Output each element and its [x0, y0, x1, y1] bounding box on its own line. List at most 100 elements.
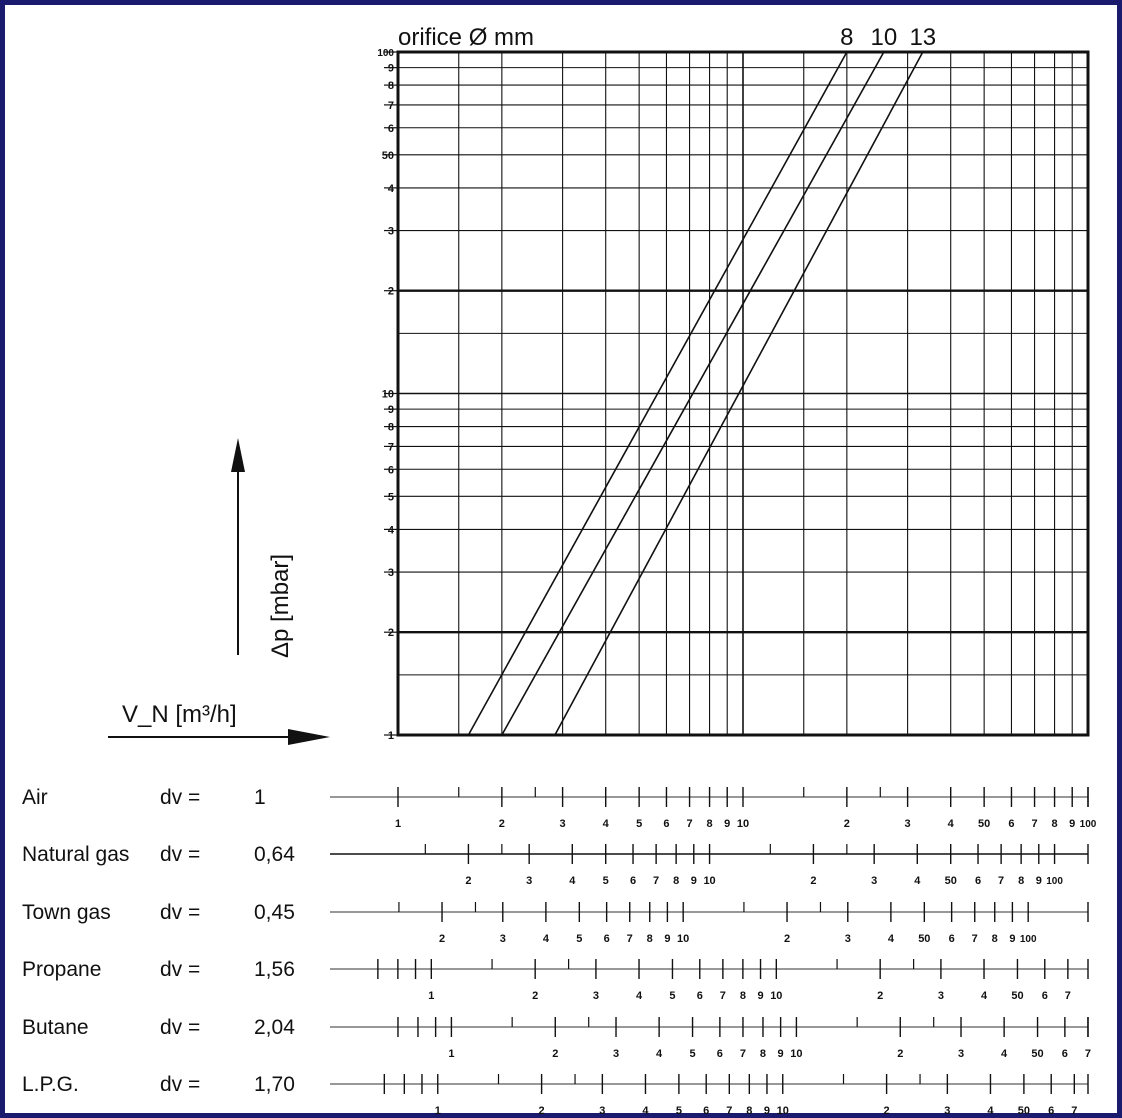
gas-scale-label: 3 — [905, 818, 911, 830]
gas-scale-label: 3 — [958, 1048, 964, 1060]
y-tick-label: 6 — [388, 464, 394, 476]
gas-scale-label: 3 — [938, 990, 944, 1002]
gas-scale-label: 4 — [543, 933, 550, 945]
y-tick-label: 4 — [388, 524, 395, 536]
gas-scale-label: 2 — [877, 990, 883, 1002]
gas-scale-label: 2 — [884, 1105, 890, 1117]
gas-scale-label: 4 — [948, 818, 955, 830]
gas-scale-row: L.P.G. dv = 1,70 1 2 3 4 5 6 7 8 9 10 2 3 4 50 6 7 — [22, 1073, 1089, 1117]
gas-scale-label: 100 — [1046, 876, 1063, 887]
gas-scale-label: 8 — [707, 818, 713, 830]
y-tick-label: 1 — [388, 730, 394, 742]
gas-scale-label: 5 — [676, 1105, 682, 1117]
gas-scale-label: 7 — [998, 875, 1004, 887]
y-tick-label: 3 — [388, 567, 394, 579]
gas-name: Natural gas — [22, 843, 129, 866]
curve-orifice-13 — [554, 51, 924, 736]
gas-scale-label: 7 — [720, 990, 726, 1002]
gas-scale-row: Propane dv = 1,56 1 2 3 4 5 6 7 8 9 10 2 3 4 50 6 7 — [22, 958, 1089, 1002]
gas-scale-row: Town gas dv = 0,452 3 4 5 6 7 8 9 10 2 3 4 50 6 7 8 9 100 — [22, 901, 1089, 945]
grid-lines — [397, 51, 1089, 736]
gas-scale-label: 2 — [539, 1105, 545, 1117]
y-tick-label: 4 — [388, 183, 395, 195]
gas-dv-label: dv = — [160, 901, 200, 924]
gas-scale-label: 9 — [764, 1105, 770, 1117]
gas-scale-label: 1 — [435, 1105, 441, 1117]
curve-label-8: 8 — [840, 24, 853, 51]
gas-scale-label: 50 — [918, 933, 930, 945]
gas-scale-label: 9 — [778, 1048, 784, 1060]
gas-scale-label: 9 — [724, 818, 730, 830]
gas-scale-label: 3 — [613, 1048, 619, 1060]
y-tick-label: 8 — [388, 422, 394, 434]
gas-dv-label: dv = — [160, 843, 200, 866]
y-axis-arrow-head — [231, 438, 245, 472]
gas-dv-value: 0,45 — [254, 901, 295, 924]
y-tick-label: 9 — [388, 63, 394, 75]
gas-scale-label: 1 — [428, 990, 434, 1002]
gas-scale-label: 7 — [1031, 818, 1037, 830]
curve-orifice-10 — [501, 51, 885, 736]
gas-scale-label: 3 — [526, 875, 532, 887]
gas-dv-value: 1,56 — [254, 958, 295, 981]
gas-scale-label: 10 — [790, 1048, 802, 1060]
gas-scale-label: 3 — [560, 818, 566, 830]
gas-scale-label: 7 — [726, 1105, 732, 1117]
gas-scale-label: 6 — [697, 990, 703, 1002]
gas-scale-label: 7 — [653, 875, 659, 887]
gas-dv-value: 0,64 — [254, 843, 295, 866]
y-tick-label: 7 — [388, 441, 394, 453]
gas-scale-label: 10 — [770, 990, 782, 1002]
y-tick-label: 10 — [382, 389, 394, 401]
gas-scale-label: 6 — [703, 1105, 709, 1117]
gas-scale-label: 10 — [703, 875, 715, 887]
gas-scale-label: 2 — [532, 990, 538, 1002]
gas-scale-label: 5 — [636, 818, 642, 830]
curve-label-13: 13 — [909, 24, 936, 51]
gas-dv-value: 1 — [254, 786, 266, 809]
gas-scale-label: 4 — [981, 990, 988, 1002]
gas-scale-label: 8 — [647, 933, 653, 945]
gas-scale-label: 6 — [949, 933, 955, 945]
gas-scale-label: 6 — [975, 875, 981, 887]
curve-orifice-8 — [467, 51, 848, 736]
chart-title: orifice Ø mm — [398, 24, 534, 51]
gas-scale-label: 7 — [740, 1048, 746, 1060]
gas-scale-label: 5 — [689, 1048, 695, 1060]
gas-dv-label: dv = — [160, 1016, 200, 1039]
gas-scale-label: 1 — [448, 1048, 454, 1060]
y-tick-label: 8 — [388, 80, 394, 92]
orifice-curves — [467, 51, 924, 736]
gas-scale-label: 2 — [465, 875, 471, 887]
y-axis-label: Δp [mbar] — [267, 554, 294, 658]
gas-dv-value: 2,04 — [254, 1016, 295, 1039]
gas-dv-label: dv = — [160, 786, 200, 809]
gas-scale-label: 8 — [673, 875, 679, 887]
gas-scale-label: 4 — [888, 933, 895, 945]
y-tick-label: 100 — [377, 48, 394, 59]
gas-scale-label: 50 — [1011, 990, 1023, 1002]
gas-scale-label: 3 — [944, 1105, 950, 1117]
gas-dv-value: 1,70 — [254, 1073, 295, 1096]
gas-scale-label: 10 — [737, 818, 749, 830]
gas-name: Propane — [22, 958, 101, 981]
gas-scale-label: 6 — [630, 875, 636, 887]
gas-dv-label: dv = — [160, 1073, 200, 1096]
gas-scale-label: 4 — [569, 875, 576, 887]
gas-scale-label: 6 — [1048, 1105, 1054, 1117]
gas-name: Town gas — [22, 901, 111, 924]
gas-scale-label: 8 — [740, 990, 746, 1002]
gas-scale-label: 50 — [978, 818, 990, 830]
gas-scale-label: 3 — [599, 1105, 605, 1117]
gas-scale-label: 5 — [576, 933, 582, 945]
gas-scale-row: Air dv = 11 2 3 4 5 6 7 8 9 10 2 3 4 50 6 7 8 9 100 — [22, 786, 1097, 830]
gas-scale-label: 9 — [757, 990, 763, 1002]
y-tick-label: 2 — [388, 627, 394, 639]
gas-scale-label: 8 — [1052, 818, 1058, 830]
gas-scale-label: 4 — [636, 990, 643, 1002]
y-tick-label: 6 — [388, 123, 394, 135]
gas-scale-row: Natural gas dv = 0,642 3 4 5 6 7 8 9 10 2 3 4 50 6 7 8 9 10… — [22, 843, 1089, 887]
gas-scale-label: 50 — [945, 875, 957, 887]
gas-scale-label: 2 — [439, 933, 445, 945]
